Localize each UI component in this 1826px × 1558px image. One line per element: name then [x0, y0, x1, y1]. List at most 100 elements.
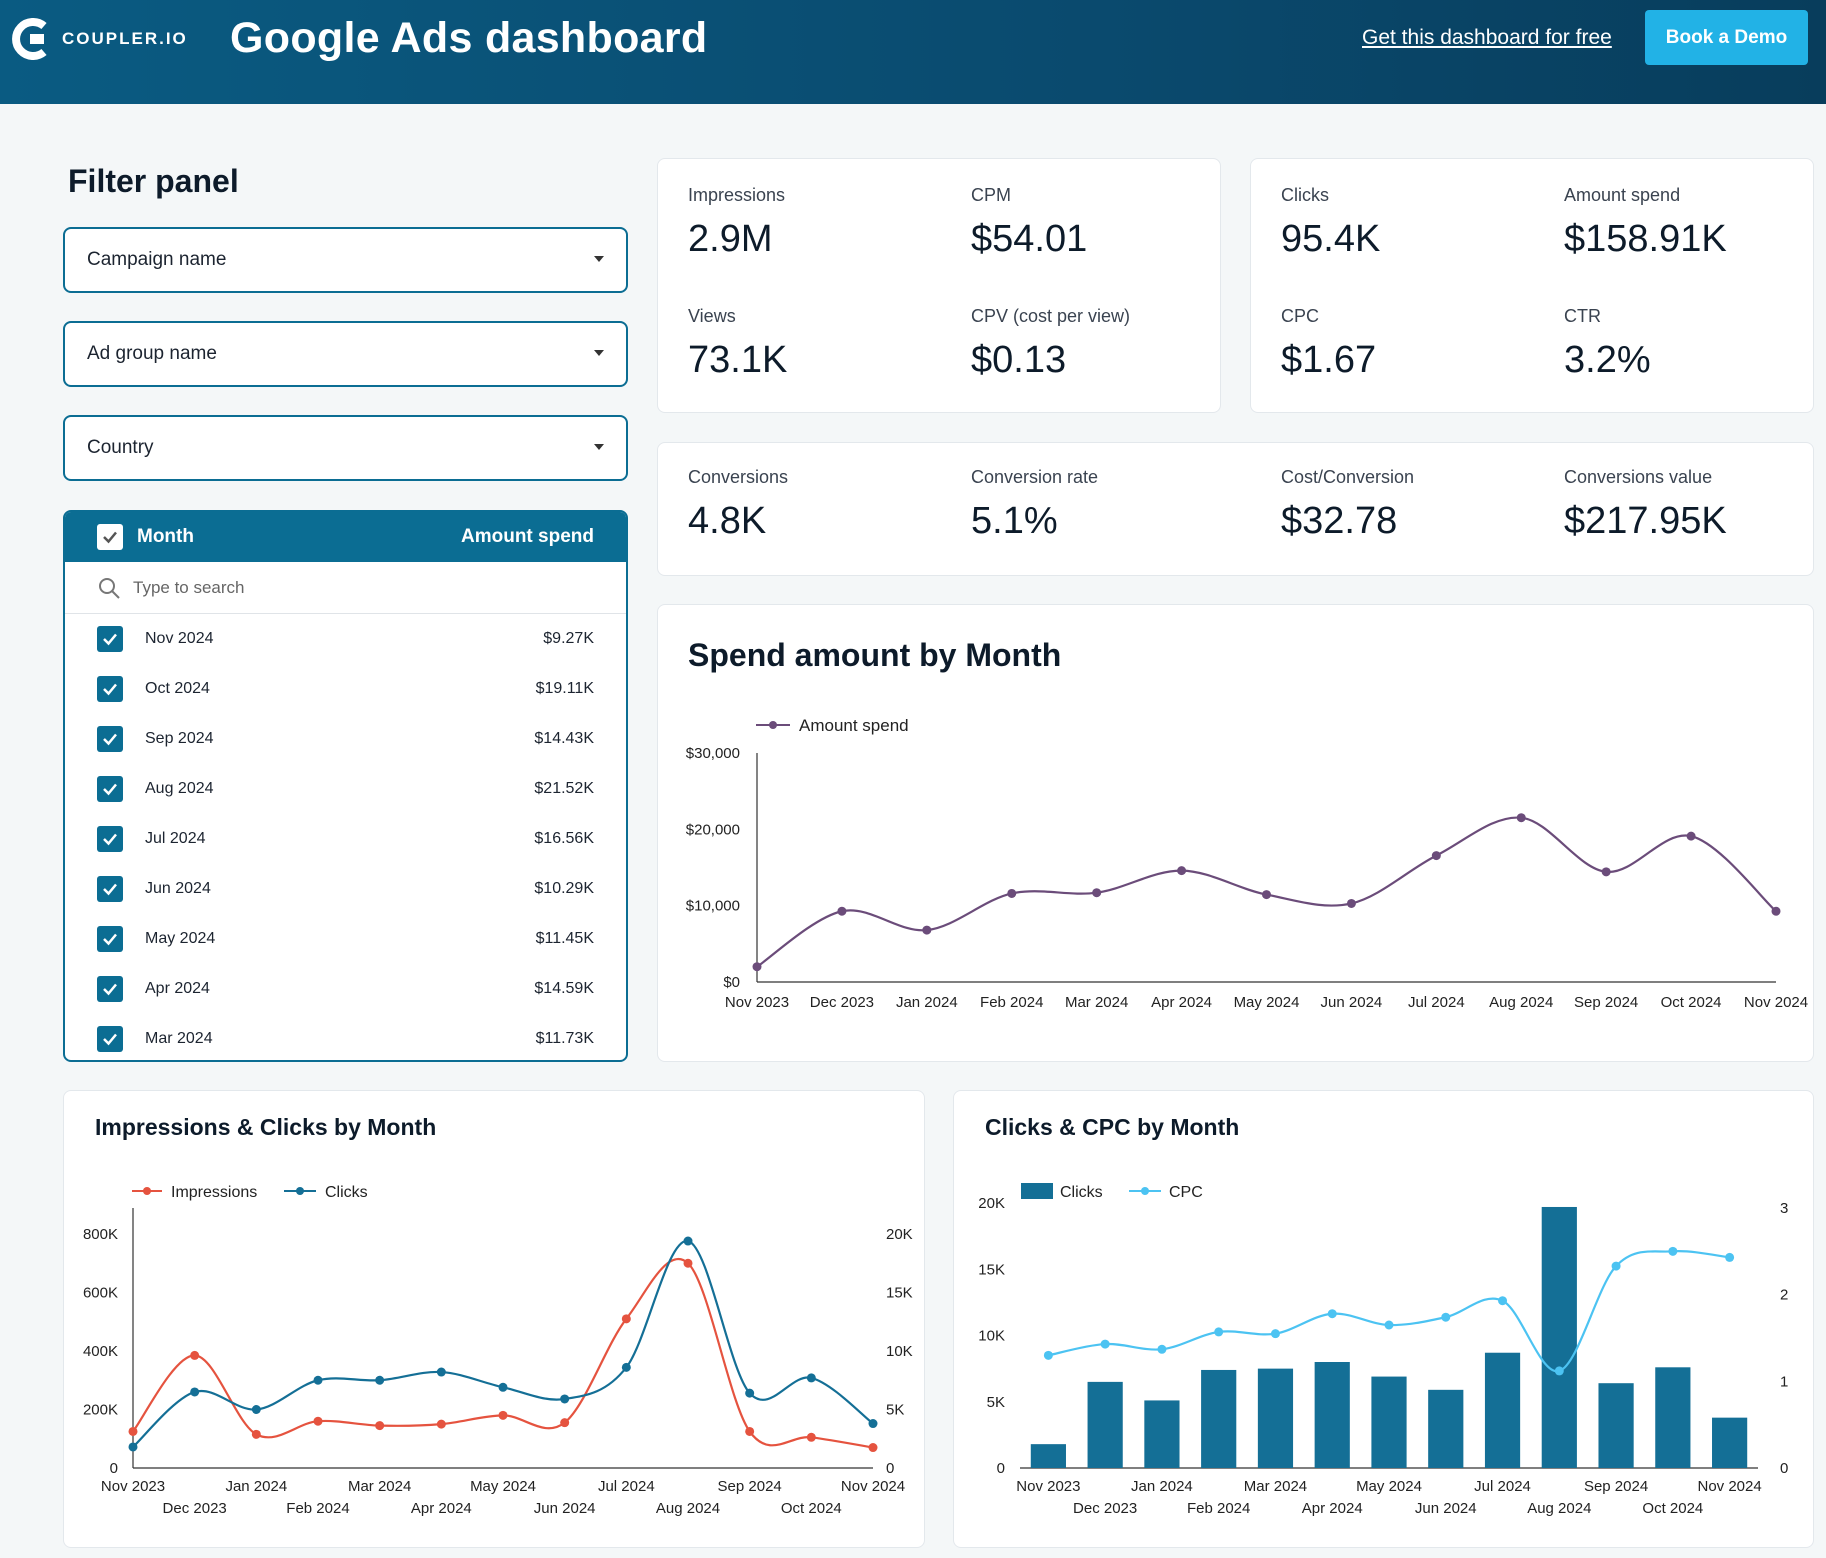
- month-checkbox[interactable]: [97, 626, 123, 652]
- x-tick-label: Jun 2024: [534, 1500, 596, 1517]
- month-label: Oct 2024: [145, 680, 210, 697]
- data-point-clicks: [128, 1442, 138, 1452]
- bar-clicks: [1087, 1381, 1123, 1468]
- data-point: [1431, 851, 1441, 861]
- month-label: Nov 2024: [145, 630, 214, 647]
- kpi-card-clicks: Clicks 95.4K Amount spend $158.91K CPC $…: [1250, 158, 1814, 413]
- x-tick-label: Mar 2024: [348, 1478, 411, 1495]
- caret-down-icon: [594, 256, 604, 262]
- data-point: [1601, 867, 1611, 877]
- month-checkbox[interactable]: [97, 726, 123, 752]
- month-column-header[interactable]: Month: [137, 526, 194, 547]
- clicks-cpc-chart: Clicks CPC 0 5K 10K 15K 20K 0 1 2 3 Nov 2023 Dec 202…: [978, 1183, 1788, 1517]
- coupler-logo[interactable]: COUPLER.IO: [10, 18, 188, 60]
- ad-group-name-dropdown[interactable]: Ad group name: [63, 321, 628, 387]
- kpi-clicks: Clicks 95.4K: [1281, 185, 1380, 261]
- y-tick-label-right: 0: [1780, 1460, 1788, 1477]
- data-point: [1686, 831, 1696, 841]
- country-dropdown[interactable]: Country: [63, 415, 628, 481]
- month-search[interactable]: Type to search: [65, 562, 626, 614]
- spend-chart-card: Spend amount by Month Amount spend $0 $10,…: [657, 604, 1814, 1062]
- kpi-label: Views: [688, 306, 736, 326]
- y-tick-label-left: 15K: [978, 1261, 1005, 1278]
- month-checkbox[interactable]: [97, 1026, 123, 1052]
- month-checkbox[interactable]: [97, 676, 123, 702]
- x-tick-label: Feb 2024: [980, 994, 1043, 1011]
- data-point-cpc: [1441, 1312, 1451, 1322]
- x-tick-label: Nov 2024: [1744, 994, 1808, 1011]
- month-list-item[interactable]: Nov 2024 $9.27K: [65, 614, 626, 664]
- kpi-value: $54.01: [971, 218, 1088, 260]
- y-tick-label-left: 800K: [83, 1226, 118, 1243]
- data-point-clicks: [251, 1405, 261, 1414]
- month-amount: $14.43K: [534, 730, 594, 747]
- data-point-impressions: [621, 1314, 631, 1324]
- month-amount: $16.56K: [534, 830, 594, 847]
- x-tick-label: Jul 2024: [1408, 994, 1465, 1011]
- data-point-clicks: [621, 1362, 631, 1372]
- book-demo-button[interactable]: Book a Demo: [1645, 10, 1808, 65]
- search-placeholder: Type to search: [133, 577, 245, 597]
- month-list-item[interactable]: Jun 2024 $10.29K: [65, 864, 626, 914]
- caret-down-icon: [594, 444, 604, 450]
- data-point-cpc: [1157, 1344, 1167, 1354]
- data-point: [922, 925, 932, 935]
- month-amount: $10.29K: [534, 880, 594, 897]
- data-point-clicks: [190, 1387, 200, 1397]
- impressions-clicks-chart-card: Impressions & Clicks by Month Impression…: [63, 1090, 925, 1548]
- check-icon: [103, 531, 117, 544]
- amount-column-header[interactable]: Amount spend: [461, 526, 594, 547]
- get-dashboard-link[interactable]: Get this dashboard for free: [1362, 26, 1612, 49]
- select-all-checkbox[interactable]: [97, 524, 123, 550]
- data-point: [1262, 890, 1271, 900]
- kpi-value: 73.1K: [688, 339, 788, 381]
- y-tick-label-right: 20K: [886, 1226, 913, 1243]
- month-checkbox[interactable]: [97, 926, 123, 952]
- month-checkbox[interactable]: [97, 826, 123, 852]
- month-list-item[interactable]: Apr 2024 $14.59K: [65, 964, 626, 1014]
- month-label: May 2024: [145, 930, 216, 947]
- month-checkbox[interactable]: [97, 876, 123, 902]
- x-tick-label: Apr 2024: [1151, 994, 1212, 1011]
- x-tick-label: Apr 2024: [411, 1500, 472, 1517]
- month-list-item[interactable]: May 2024 $11.45K: [65, 914, 626, 964]
- month-checkbox[interactable]: [97, 976, 123, 1002]
- kpi-card-conversions: Conversions 4.8K Conversion rate 5.1% Co…: [657, 442, 1814, 576]
- x-tick-label: May 2024: [470, 1478, 536, 1495]
- y-tick-label-left: 20K: [978, 1195, 1005, 1212]
- kpi-impressions: Impressions 2.9M: [688, 185, 785, 261]
- x-tick-label: Oct 2024: [1661, 994, 1722, 1011]
- data-point-clicks: [313, 1375, 323, 1385]
- month-amount: $9.27K: [543, 630, 594, 647]
- kpi-label: Cost/Conversion: [1281, 467, 1415, 487]
- kpi-ctr: CTR 3.2%: [1564, 306, 1651, 382]
- data-point: [752, 962, 762, 972]
- x-tick-label: Aug 2024: [1489, 994, 1553, 1011]
- check-icon: [103, 783, 117, 796]
- month-label: Aug 2024: [145, 780, 214, 797]
- data-point-cpc: [1668, 1246, 1678, 1256]
- kpi-cpv: CPV (cost per view) $0.13: [971, 306, 1130, 382]
- kpi-value: $217.95K: [1564, 500, 1727, 542]
- check-icon: [103, 733, 117, 746]
- month-list-item[interactable]: Aug 2024 $21.52K: [65, 764, 626, 814]
- bar-clicks: [1655, 1367, 1691, 1468]
- month-list-item[interactable]: Sep 2024 $14.43K: [65, 714, 626, 764]
- y-tick-label-right: 0: [886, 1460, 894, 1477]
- month-list-item[interactable]: Oct 2024 $19.11K: [65, 664, 626, 714]
- x-tick-label: Feb 2024: [286, 1500, 349, 1517]
- kpi-cpc: CPC $1.67: [1281, 306, 1376, 382]
- campaign-name-dropdown[interactable]: Campaign name: [63, 227, 628, 293]
- dropdown-label: Country: [87, 437, 154, 458]
- data-point-cpc: [1554, 1366, 1564, 1376]
- month-checkbox[interactable]: [97, 776, 123, 802]
- month-list-item[interactable]: Mar 2024 $11.73K: [65, 1014, 626, 1060]
- y-tick-label: $30,000: [686, 745, 740, 762]
- data-point-clicks: [745, 1388, 755, 1398]
- kpi-label: CPC: [1281, 306, 1320, 326]
- x-tick-label: Sep 2024: [1584, 1478, 1648, 1495]
- data-point-impressions: [251, 1429, 261, 1439]
- month-list-item[interactable]: Jul 2024 $16.56K: [65, 814, 626, 864]
- y-tick-label-left: 0: [997, 1460, 1005, 1477]
- kpi-value: $32.78: [1281, 500, 1398, 542]
